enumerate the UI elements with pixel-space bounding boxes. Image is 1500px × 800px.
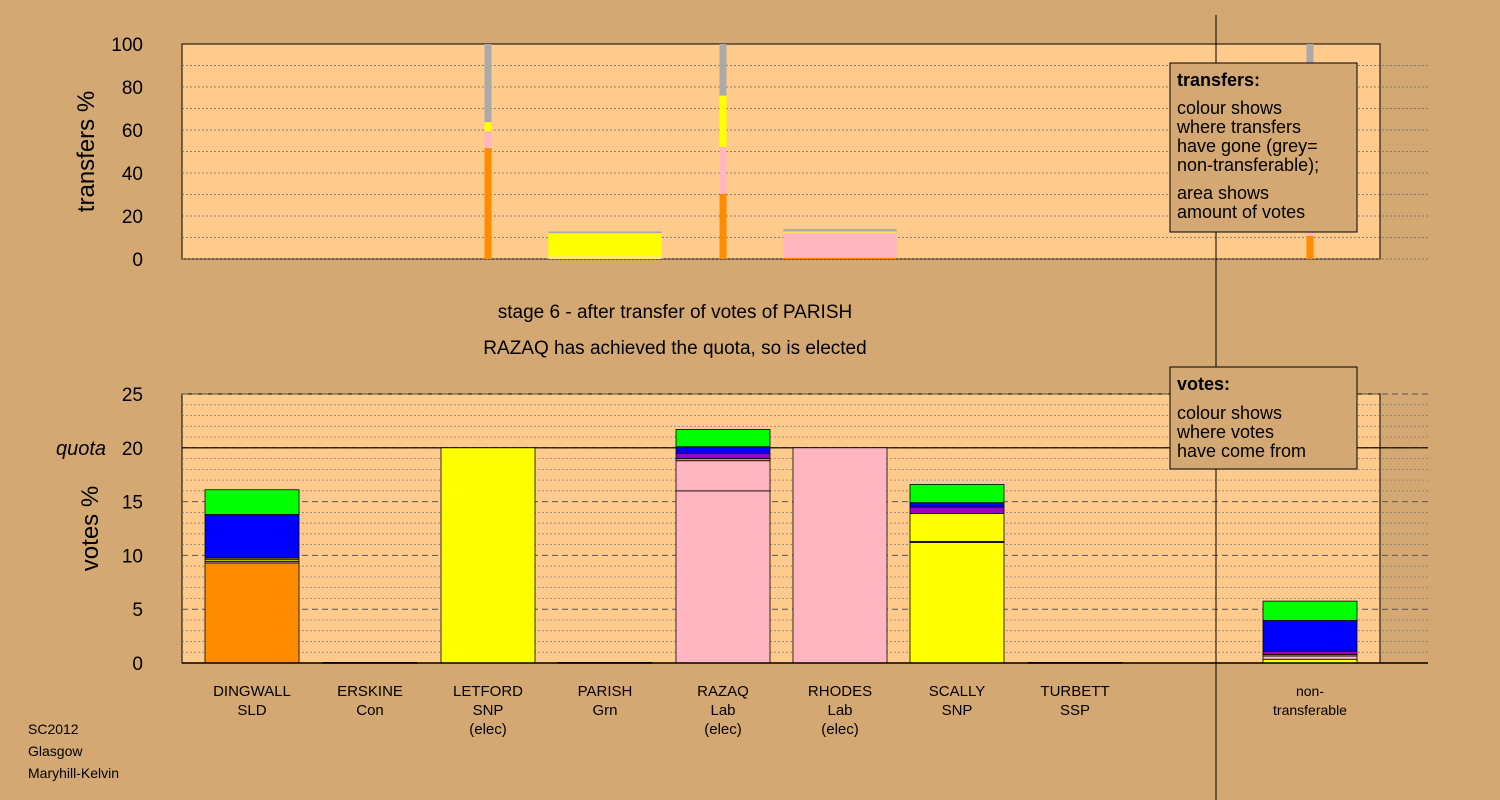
candidate-label-nontransferable: transferable xyxy=(1273,702,1347,718)
transfers-legend-line: colour shows xyxy=(1177,98,1282,118)
transfer-segment xyxy=(719,44,727,96)
candidate-label-letford: (elec) xyxy=(469,721,507,738)
transfers-tick-label: 80 xyxy=(122,78,143,99)
candidate-label-erskine: ERSKINE xyxy=(337,683,403,700)
votes-legend-title: votes: xyxy=(1177,374,1230,394)
vote-segment xyxy=(675,452,771,459)
transfer-segment xyxy=(783,232,897,258)
transfer-segment xyxy=(783,228,897,232)
candidate-labels: DINGWALL SLD ERSKINE Con LETFORD SNP (elec) PAR… xyxy=(213,683,1347,738)
transfers-legend-line: area shows xyxy=(1177,183,1269,203)
vote-segment xyxy=(675,429,771,448)
transfers-tick-label: 0 xyxy=(132,250,143,271)
vote-segment xyxy=(909,513,1005,542)
candidate-label-scally: SCALLY xyxy=(929,683,985,700)
transfer-segment xyxy=(719,95,727,147)
candidate-label-nontransferable: non- xyxy=(1296,683,1324,699)
candidate-label-dingwall: SLD xyxy=(237,702,266,719)
candidate-label-letford: SNP xyxy=(473,702,504,719)
votes-axis-label: votes % xyxy=(77,486,104,571)
transfer-segment xyxy=(1306,235,1314,259)
candidate-label-turbett: SSP xyxy=(1060,702,1090,719)
candidate-label-razaq: RAZAQ xyxy=(697,683,749,700)
votes-tick-label: 20 xyxy=(122,439,143,460)
footer-line-1: SC2012 xyxy=(28,721,79,737)
footer-line-2: Glasgow xyxy=(28,743,83,759)
votes-tick-label: 15 xyxy=(122,493,143,514)
transfers-legend-title: transfers: xyxy=(1177,70,1260,90)
votes-tick-label: 5 xyxy=(132,600,143,621)
transfer-segment xyxy=(548,231,662,234)
transfer-segment xyxy=(548,255,662,259)
votes-tick-label: 10 xyxy=(122,546,143,567)
transfers-tick-label: 100 xyxy=(111,35,143,56)
vote-segment xyxy=(1262,655,1358,660)
transfers-legend-line: non-transferable); xyxy=(1177,155,1319,175)
transfer-segment xyxy=(484,131,492,149)
votes-legend-line: colour shows xyxy=(1177,403,1282,423)
transfers-legend-line: amount of votes xyxy=(1177,202,1305,222)
transfer-segment xyxy=(484,44,492,123)
transfer-segment xyxy=(548,233,662,256)
transfers-legend-line: have gone (grey= xyxy=(1177,136,1318,156)
vote-segment xyxy=(675,446,771,454)
candidate-label-rhodes: RHODES xyxy=(808,683,872,700)
transfer-segment xyxy=(484,148,492,259)
transfers-tick-label: 60 xyxy=(122,121,143,142)
vote-segment xyxy=(909,483,1005,504)
candidate-label-parish: PARISH xyxy=(578,683,633,700)
vote-segment xyxy=(909,506,1005,514)
vote-segment xyxy=(204,489,300,515)
vote-segment xyxy=(1262,600,1358,621)
candidate-label-razaq: Lab xyxy=(710,702,735,719)
candidate-label-razaq: (elec) xyxy=(704,721,742,738)
vote-segment xyxy=(1262,650,1358,655)
caption-line-2: RAZAQ has achieved the quota, so is elec… xyxy=(483,338,866,359)
vote-segment xyxy=(204,562,300,664)
vote-segment xyxy=(675,490,771,664)
votes-legend-line: have come from xyxy=(1177,441,1306,461)
transfer-segment xyxy=(719,146,727,194)
transfer-segment xyxy=(719,193,727,259)
vote-segment xyxy=(909,542,1005,664)
votes-tick-label: 25 xyxy=(122,385,143,406)
vote-segment xyxy=(204,514,300,559)
transfers-axis-label: transfers % xyxy=(73,91,100,212)
footer-line-3: Maryhill-Kelvin xyxy=(28,765,119,781)
candidate-label-dingwall: DINGWALL xyxy=(213,683,291,700)
transfer-segment xyxy=(783,231,897,233)
candidate-label-letford: LETFORD xyxy=(453,683,523,700)
vote-segment xyxy=(909,502,1005,508)
vote-segment xyxy=(675,460,771,492)
candidate-label-rhodes: (elec) xyxy=(821,721,859,738)
vote-segment xyxy=(792,447,888,664)
quota-label: quota xyxy=(56,438,106,460)
transfers-tick-label: 40 xyxy=(122,164,143,185)
votes-tick-label: 0 xyxy=(132,654,143,675)
candidate-label-scally: SNP xyxy=(942,702,973,719)
candidate-label-parish: Grn xyxy=(592,702,617,719)
transfer-segment xyxy=(783,257,897,259)
caption-line-1: stage 6 - after transfer of votes of PAR… xyxy=(498,302,852,323)
transfers-legend-line: where transfers xyxy=(1176,117,1301,137)
transfers-tick-label: 20 xyxy=(122,207,143,228)
candidate-label-rhodes: Lab xyxy=(827,702,852,719)
votes-legend-line: where votes xyxy=(1176,422,1274,442)
vote-segment xyxy=(440,447,536,664)
candidate-label-turbett: TURBETT xyxy=(1040,683,1109,700)
vote-segment xyxy=(1262,620,1358,652)
transfer-segment xyxy=(484,122,492,132)
candidate-label-erskine: Con xyxy=(356,702,384,719)
